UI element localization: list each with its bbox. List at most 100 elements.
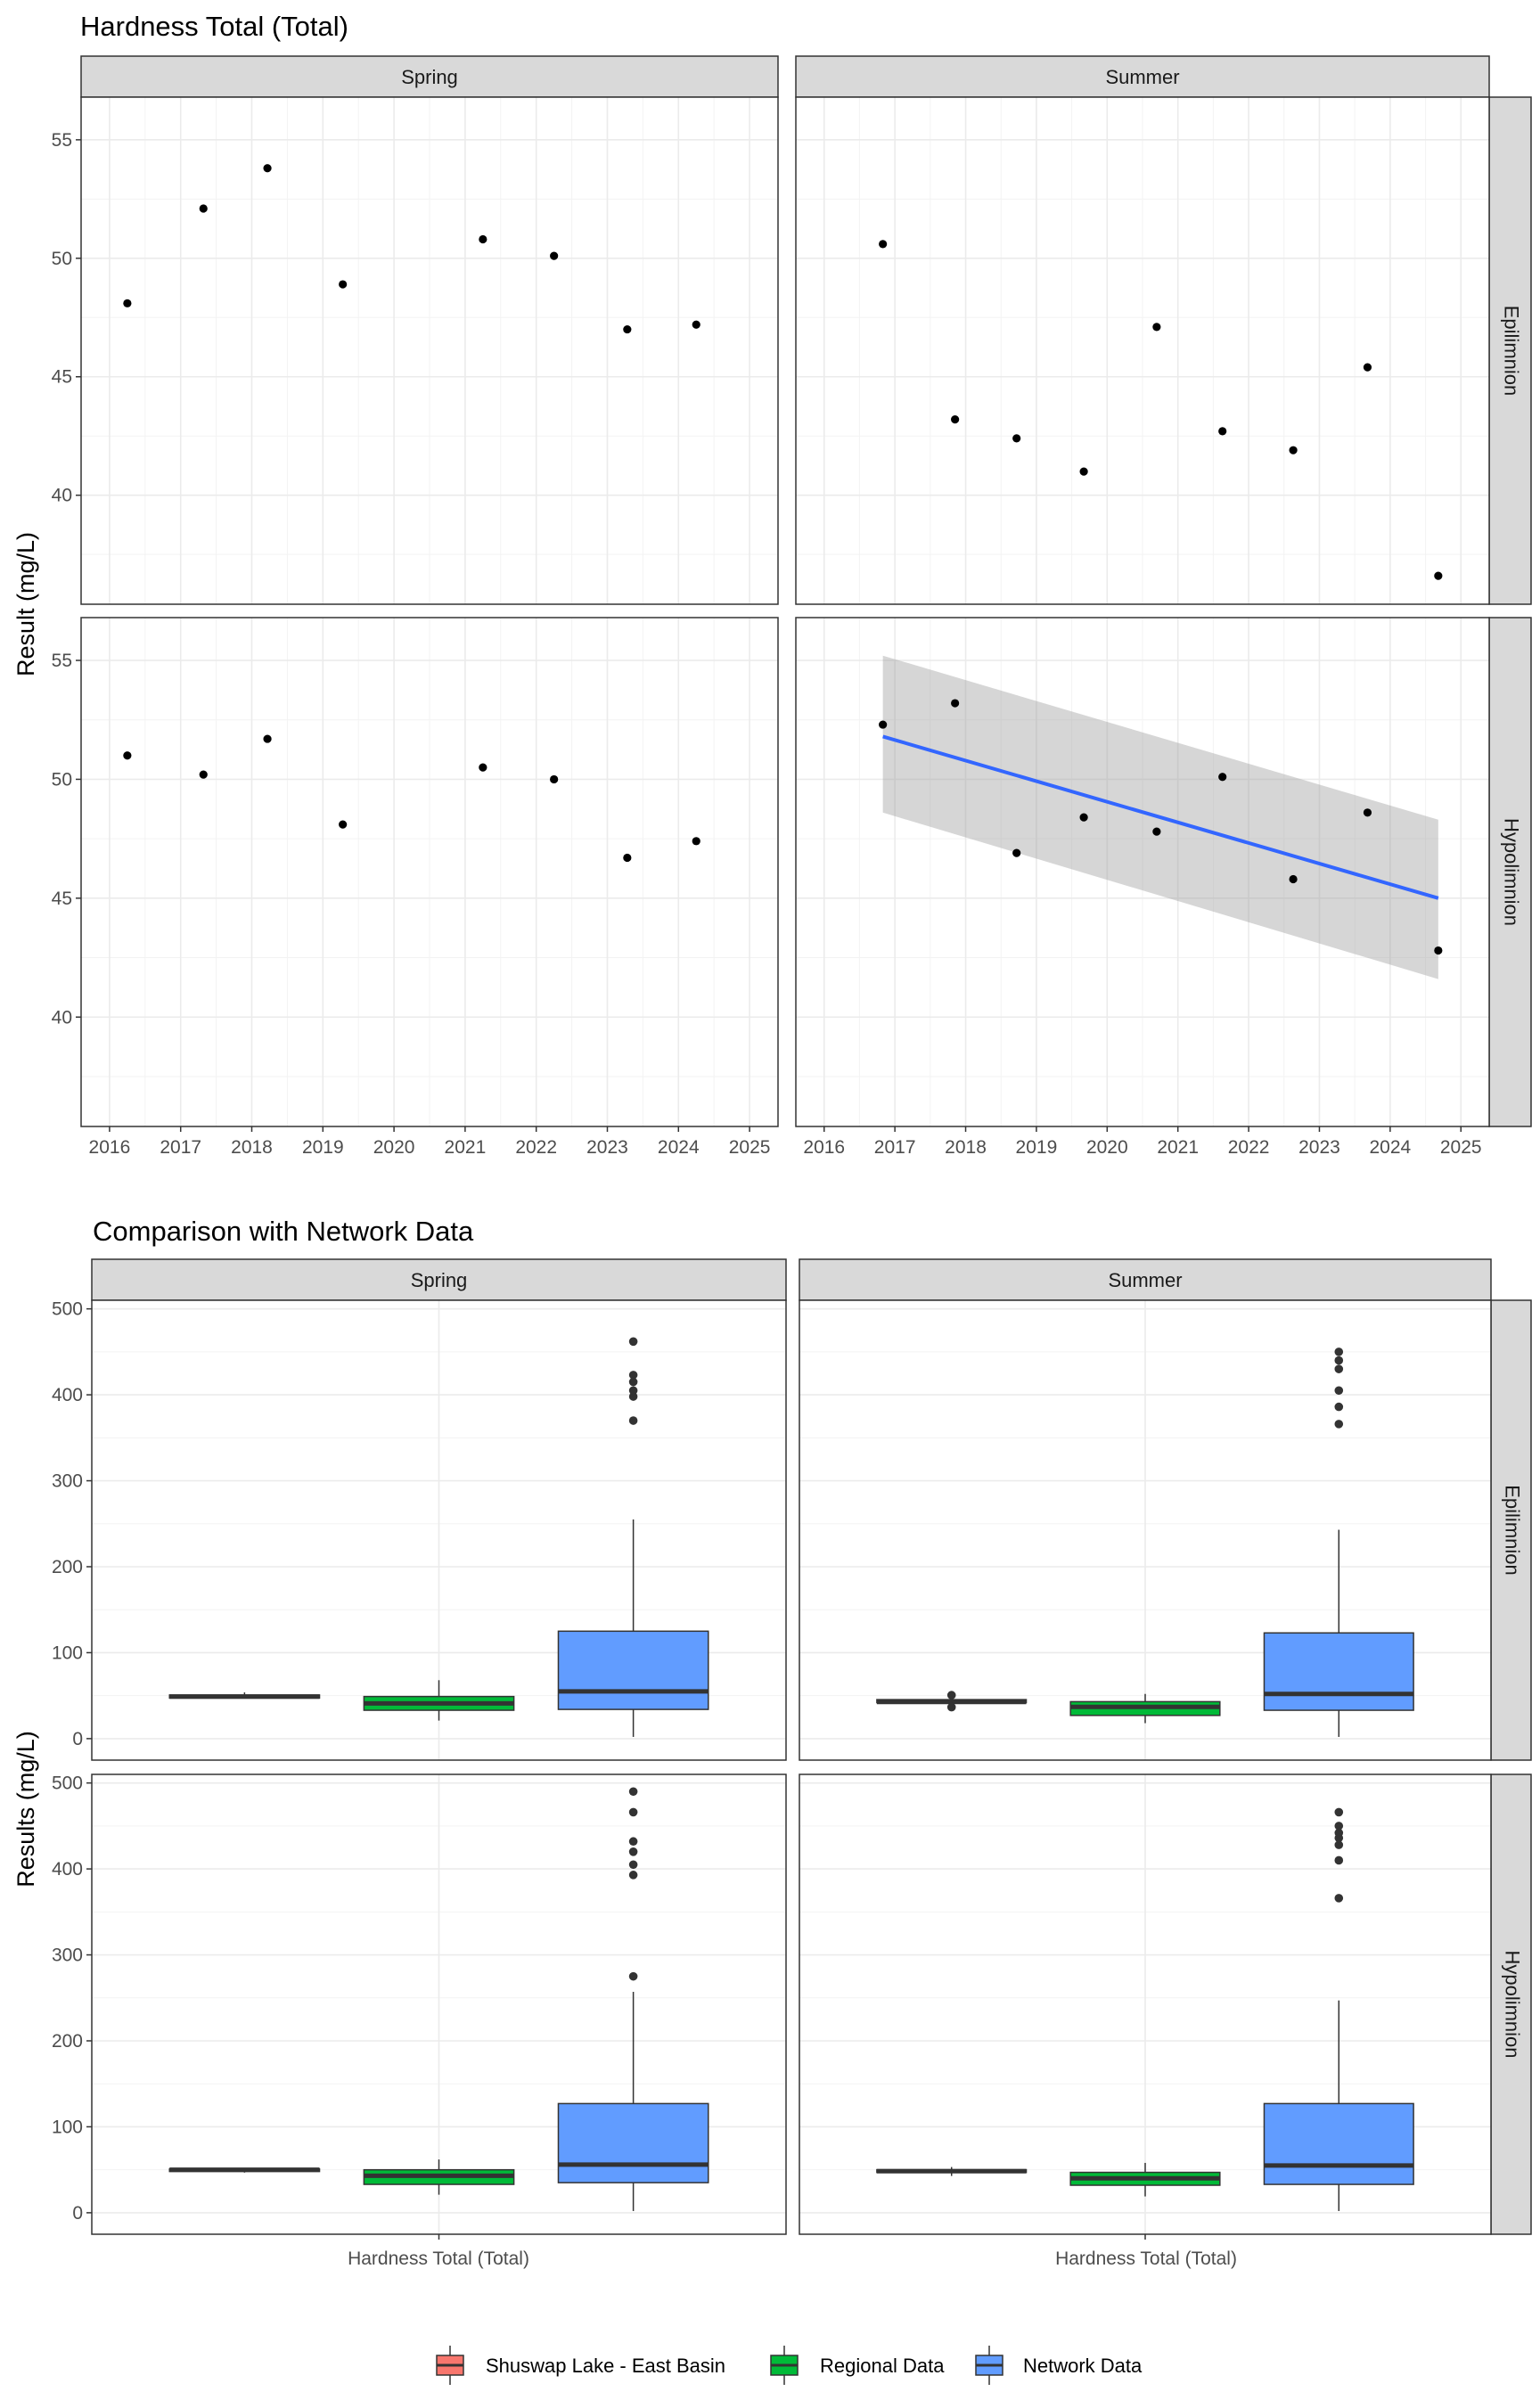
legend-item-regional: Regional Data: [770, 2346, 945, 2385]
chart1-point: [1363, 808, 1372, 817]
chart1-x-tick-label: 2018: [945, 1137, 987, 1158]
chart1-point: [1012, 848, 1021, 857]
chart1-point: [550, 774, 559, 784]
chart1-point: [479, 763, 487, 772]
chart2-strip-hypolimnion: [1490, 1773, 1532, 2235]
chart1-point: [199, 204, 208, 213]
chart2-panel-summer-epilimnion: [799, 1299, 1492, 1761]
chart1-point: [1289, 874, 1298, 884]
chart1-point: [1152, 323, 1161, 332]
chart1-point: [623, 324, 632, 334]
chart1-x-tick-label: 2022: [515, 1137, 557, 1158]
chart1-point: [692, 837, 700, 846]
chart2-box-network-outlier: [1334, 1356, 1344, 1365]
chart1-point: [1079, 813, 1088, 822]
chart2-box-network-outlier: [628, 1860, 638, 1870]
chart1-x-tick-label: 2024: [658, 1137, 700, 1158]
chart1-point: [199, 770, 208, 779]
chart2-box-network: [1263, 1807, 1414, 2211]
chart1-point: [123, 751, 132, 760]
chart1-point: [951, 699, 960, 708]
chart1-point: [1218, 773, 1227, 782]
chart1-y-tick-label: 50: [52, 249, 72, 269]
chart1-x-tick-label: 2025: [1440, 1137, 1482, 1158]
chart2-strip-epilimnion: [1490, 1299, 1532, 1761]
chart2-box-network-outlier: [628, 1871, 638, 1880]
chart1-title: Hardness Total (Total): [80, 11, 348, 42]
chart2-box-network-outlier: [1334, 1420, 1344, 1429]
chart1-point: [623, 853, 632, 863]
chart2-y-tick-label: 400: [52, 1859, 83, 1880]
chart1-point: [951, 415, 960, 424]
chart1-x-tick-label: 2021: [1157, 1137, 1199, 1158]
chart2-box-regional: [1069, 1693, 1221, 1724]
chart2-y-tick-label: 100: [52, 1642, 83, 1663]
chart2-box-network-body: [1263, 2102, 1414, 2185]
chart1-panel-spring-hypolimnion: [80, 617, 779, 1127]
chart1-strip-hypolimnion: [1488, 617, 1532, 1127]
chart1-x-tick-label: 2020: [373, 1137, 415, 1158]
chart2-box-site: [168, 1691, 321, 1700]
chart2-box-network: [1263, 1347, 1414, 1737]
chart1-point: [1434, 571, 1443, 580]
chart2-box-network-body: [557, 2102, 709, 2183]
chart2-box-network-outlier: [628, 1971, 638, 1981]
chart2-box-network-outlier: [628, 1392, 638, 1401]
chart1-panel-spring-epilimnion-border: [80, 96, 779, 605]
chart2-box-network-outlier: [1334, 1828, 1344, 1838]
chart1-x-tick-label: 2017: [874, 1137, 916, 1158]
chart2-box-site-outlier: [946, 1702, 956, 1712]
chart2-box-network-outlier: [1334, 1855, 1344, 1865]
chart1-y-tick-label: 55: [52, 651, 72, 671]
chart1-panel-spring-epilimnion: [80, 96, 779, 605]
chart2-box-network-outlier: [628, 1386, 638, 1396]
chart1-panel-summer-epilimnion: [795, 96, 1490, 605]
chart1-panel-summer-hypolimnion-border: [795, 617, 1490, 1127]
chart2-box-site: [168, 2167, 321, 2173]
chart2-box-network-outlier: [628, 1337, 638, 1347]
chart1-strip-label-hypolimnion: Hypolimnion: [1501, 818, 1523, 926]
chart1-point: [1012, 434, 1021, 443]
chart2-box-network-outlier: [628, 1847, 638, 1856]
chart2-strip-label-summer: Summer: [1108, 1269, 1182, 1291]
chart2-box-regional: [363, 1680, 515, 1721]
chart2-box-network-outlier: [1334, 1894, 1344, 1903]
chart2-box-network-outlier: [1334, 1840, 1344, 1849]
chart2-y-tick-label: 300: [52, 1945, 83, 1966]
chart1-x-tick-label: 2021: [445, 1137, 487, 1158]
chart1-point: [879, 240, 888, 249]
chart1-strip-label-spring: Spring: [401, 66, 458, 88]
chart1-y-axis-title: Result (mg/L): [12, 532, 39, 676]
chart1-panel-summer-hypolimnion: [795, 617, 1490, 1127]
chart2-panel-spring-hypolimnion: [91, 1773, 787, 2235]
chart2-title: Comparison with Network Data: [93, 1216, 474, 1247]
chart2-box-site: [876, 1691, 1028, 1712]
chart2-strip-summer: [799, 1258, 1492, 1301]
chart2-box-network: [557, 1787, 709, 2211]
legend: Shuswap Lake - East Basin Regional Data …: [436, 2346, 1143, 2385]
chart2-strip-label-spring: Spring: [411, 1269, 468, 1291]
chart2-box-network-outlier: [628, 1807, 638, 1817]
chart2-y-tick-label: 0: [72, 2203, 83, 2224]
chart1-x-tick-label: 2019: [1016, 1137, 1058, 1158]
chart2-box-network-outlier: [628, 1787, 638, 1797]
chart1-x-tick-label: 2024: [1369, 1137, 1411, 1158]
chart2-panel-summer-epilimnion-border: [799, 1299, 1492, 1761]
chart1-point: [1363, 363, 1372, 372]
chart1-strip-summer: [795, 55, 1490, 98]
chart2-y-tick-label: 500: [52, 1299, 83, 1320]
chart1-x-tick-label: 2025: [729, 1137, 771, 1158]
chart1-x-tick-label: 2018: [231, 1137, 273, 1158]
chart1-y-tick-label: 50: [52, 769, 72, 790]
chart2-x-tick-summer: Hardness Total (Total): [1055, 2248, 1237, 2269]
chart1-x-tick-label: 2023: [586, 1137, 628, 1158]
chart2: Spring Summer Epilimnion Hypolimnion 0 100 200…: [52, 1258, 1532, 2240]
chart1-point: [1079, 467, 1088, 476]
chart2-box-network-outlier: [628, 1416, 638, 1425]
chart2-box-network-outlier: [1334, 1822, 1344, 1831]
chart1-y-tick-label: 55: [52, 130, 72, 151]
chart2-box-network-outlier: [1334, 1807, 1344, 1817]
chart1-strip-label-epilimnion: Epilimnion: [1501, 306, 1523, 397]
chart1-strip-spring: [80, 55, 779, 98]
